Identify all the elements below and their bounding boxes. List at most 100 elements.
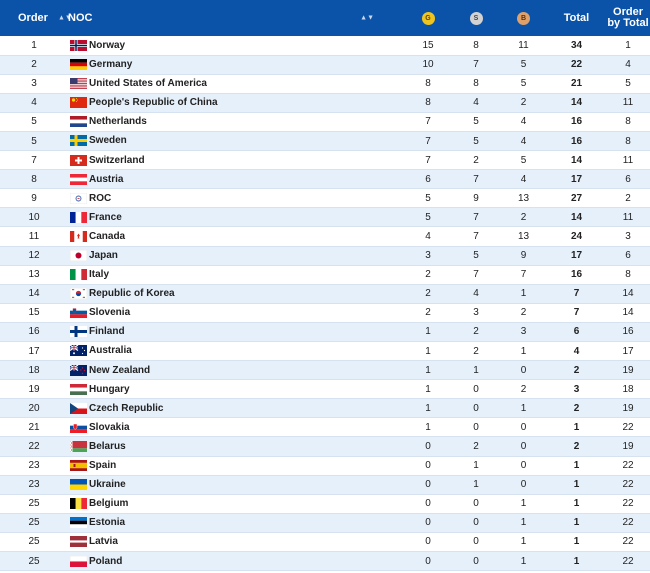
noc-cell[interactable]: New Zealand (64, 360, 404, 381)
country-name[interactable]: People's Republic of China (89, 97, 218, 109)
austria-flag-icon (70, 173, 87, 185)
gold-count: 7 (404, 150, 452, 171)
order-by-total-column-header[interactable]: Order by Total (606, 0, 650, 36)
gold-count: 1 (404, 341, 452, 362)
country-name[interactable]: New Zealand (89, 364, 151, 376)
noc-cell[interactable]: Ukraine (64, 475, 404, 495)
latvia-flag-icon (70, 536, 87, 548)
noc-cell[interactable]: Republic of Korea (64, 284, 404, 304)
country-name[interactable]: Japan (89, 250, 118, 262)
table-row: 9 ROC 5 9 13 27 2 (0, 188, 650, 209)
country-name[interactable]: Slovakia (89, 421, 130, 433)
order-cell: 25 (0, 494, 64, 514)
country-name[interactable]: Poland (89, 555, 123, 567)
bronze-column-header[interactable]: B (500, 0, 547, 36)
country-name[interactable]: Norway (89, 39, 126, 51)
noc-cell[interactable]: Estonia (64, 513, 404, 533)
country-name[interactable]: Netherlands (89, 116, 147, 128)
order-cell: 8 (0, 169, 64, 190)
gold-count: 1 (404, 322, 452, 343)
bronze-count: 1 (500, 398, 547, 419)
country-name[interactable]: Belarus (89, 441, 126, 453)
noc-cell[interactable]: Austria (64, 169, 404, 190)
noc-cell[interactable]: Italy (64, 265, 404, 285)
noc-cell[interactable]: Switzerland (64, 150, 404, 171)
order-column-header[interactable]: Order ▲▼ (0, 0, 72, 36)
noc-cell[interactable]: Finland (64, 322, 404, 343)
noc-cell[interactable]: Hungary (64, 379, 404, 400)
bronze-medal-icon: B (517, 12, 530, 25)
total-count: 22 (547, 55, 606, 75)
country-name[interactable]: ROC (89, 192, 112, 204)
table-row: 19 Hungary 1 0 2 3 18 (0, 379, 650, 400)
noc-cell[interactable]: People's Republic of China (64, 93, 404, 113)
noc-cell[interactable]: Norway (64, 36, 404, 56)
noc-cell[interactable]: Slovenia (64, 303, 404, 323)
noc-cell[interactable]: Poland (64, 551, 404, 572)
silver-count: 5 (452, 131, 500, 152)
country-name[interactable]: Slovenia (89, 307, 131, 319)
country-name[interactable]: Austria (89, 173, 124, 185)
country-name[interactable]: Republic of Korea (89, 288, 175, 300)
noc-cell[interactable]: ROC (64, 188, 404, 209)
gold-count: 8 (404, 93, 452, 113)
noc-column-header[interactable]: NOC ▲▼ (64, 0, 378, 36)
country-name[interactable]: Canada (89, 231, 126, 243)
country-name[interactable]: France (89, 211, 122, 223)
gold-count: 8 (404, 74, 452, 94)
country-name[interactable]: Czech Republic (89, 402, 164, 414)
gold-count: 3 (404, 246, 452, 266)
silver-column-header[interactable]: S (452, 0, 500, 36)
country-name[interactable]: Hungary (89, 383, 130, 395)
noc-cell[interactable]: Belarus (64, 436, 404, 457)
silver-count: 7 (452, 55, 500, 75)
noc-cell[interactable]: Czech Republic (64, 398, 404, 419)
noc-cell[interactable]: Netherlands (64, 112, 404, 132)
noc-cell[interactable]: Japan (64, 246, 404, 266)
australia-flag-icon (70, 345, 87, 357)
country-name[interactable]: Ukraine (89, 479, 126, 491)
total-count: 1 (547, 417, 606, 438)
noc-cell[interactable]: Spain (64, 456, 404, 476)
france-flag-icon (70, 211, 87, 223)
country-name[interactable]: Sweden (89, 135, 127, 147)
silver-count: 2 (452, 322, 500, 343)
silver-count: 4 (452, 284, 500, 304)
order-by-total-cell: 5 (606, 74, 650, 94)
country-name[interactable]: Switzerland (89, 154, 145, 166)
country-name[interactable]: Belgium (89, 498, 129, 510)
country-name[interactable]: Finland (89, 326, 125, 338)
gold-count: 0 (404, 551, 452, 572)
noc-cell[interactable]: France (64, 207, 404, 228)
noc-cell[interactable]: Belgium (64, 494, 404, 514)
noc-cell[interactable]: Latvia (64, 532, 404, 553)
country-name[interactable]: Spain (89, 460, 117, 472)
country-name[interactable]: Germany (89, 59, 133, 71)
noc-cell[interactable]: Australia (64, 341, 404, 362)
total-count: 27 (547, 188, 606, 209)
total-count: 1 (547, 494, 606, 514)
silver-count: 4 (452, 93, 500, 113)
country-name[interactable]: Latvia (89, 536, 118, 548)
country-name[interactable]: United States of America (89, 78, 207, 90)
noc-cell[interactable]: United States of America (64, 74, 404, 94)
gold-column-header[interactable]: G (404, 0, 452, 36)
noc-cell[interactable]: Slovakia (64, 417, 404, 438)
gold-count: 2 (404, 303, 452, 323)
noc-cell[interactable]: Germany (64, 55, 404, 75)
sort-icon[interactable]: ▲▼ (360, 14, 374, 22)
noc-cell[interactable]: Sweden (64, 131, 404, 152)
bronze-count: 4 (500, 112, 547, 132)
gold-count: 0 (404, 494, 452, 514)
total-count: 2 (547, 436, 606, 457)
total-column-header[interactable]: Total (547, 0, 606, 36)
order-cell: 7 (0, 150, 64, 171)
country-name[interactable]: Estonia (89, 517, 126, 529)
total-count: 1 (547, 532, 606, 553)
country-name[interactable]: Italy (89, 269, 110, 281)
country-name[interactable]: Australia (89, 345, 132, 357)
noc-cell[interactable]: Canada (64, 226, 404, 247)
bronze-count: 1 (500, 532, 547, 553)
sort-icon[interactable]: ▲▼ (58, 14, 72, 22)
total-count: 1 (547, 551, 606, 572)
